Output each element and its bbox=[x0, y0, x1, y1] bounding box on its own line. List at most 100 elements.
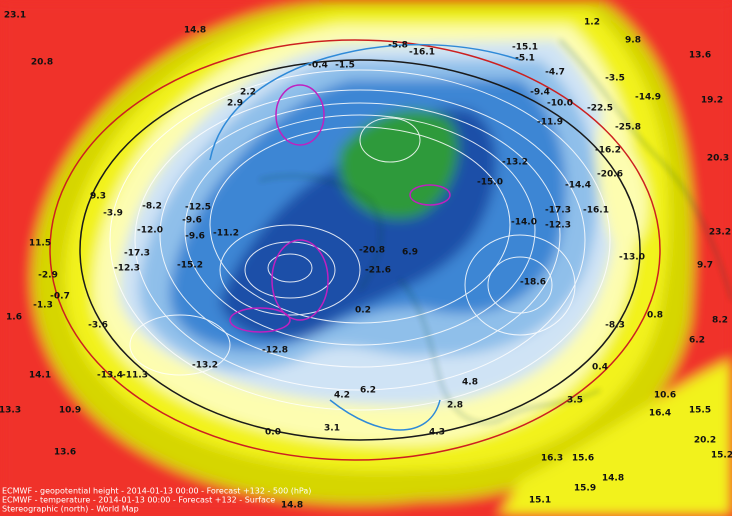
value-label: -8.2 bbox=[142, 202, 162, 212]
value-label: -8.3 bbox=[605, 321, 625, 331]
value-label: 0.0 bbox=[265, 428, 281, 438]
value-label: 1.2 bbox=[584, 18, 600, 28]
value-label: 10.9 bbox=[59, 406, 81, 416]
value-label: -16.1 bbox=[583, 206, 609, 216]
value-label: 23.1 bbox=[4, 11, 26, 21]
value-label: 15.9 bbox=[574, 484, 596, 494]
value-label: 3.1 bbox=[324, 424, 340, 434]
value-label: 14.8 bbox=[602, 474, 624, 484]
value-label: -0.4 bbox=[308, 61, 328, 71]
value-label: -15.0 bbox=[477, 178, 503, 188]
value-label: 4.2 bbox=[334, 391, 350, 401]
value-label: 6.2 bbox=[360, 386, 376, 396]
value-label: 2.8 bbox=[447, 401, 463, 411]
value-label: 20.3 bbox=[707, 154, 729, 164]
footer-line: Stereographic (north) - World Map bbox=[2, 505, 139, 514]
value-label: -14.9 bbox=[635, 93, 661, 103]
value-label: -1.5 bbox=[335, 61, 355, 71]
value-label: 8.2 bbox=[712, 316, 728, 326]
value-label: 9.8 bbox=[625, 36, 641, 46]
value-label: -21.6 bbox=[365, 266, 391, 276]
value-label: -2.9 bbox=[38, 271, 58, 281]
value-label: -9.6 bbox=[182, 216, 202, 226]
value-label: -0.7 bbox=[50, 292, 70, 302]
value-label: -14.0 bbox=[511, 218, 537, 228]
value-label: -11.3 bbox=[122, 371, 148, 381]
value-label: -15.2 bbox=[177, 261, 203, 271]
value-label: -12.3 bbox=[114, 264, 140, 274]
value-label: -12.8 bbox=[262, 346, 288, 356]
value-label: -9.6 bbox=[185, 232, 205, 242]
value-label: 15.6 bbox=[572, 454, 594, 464]
value-label: -22.5 bbox=[587, 104, 613, 114]
value-label: -16.1 bbox=[409, 48, 435, 58]
value-label: -3.6 bbox=[88, 321, 108, 331]
value-label: -12.3 bbox=[545, 221, 571, 231]
value-label: 0.2 bbox=[355, 306, 371, 316]
height-contours bbox=[109, 69, 611, 411]
value-label: 6.2 bbox=[689, 336, 705, 346]
value-label: -12.0 bbox=[137, 226, 163, 236]
value-label: 14.1 bbox=[29, 371, 51, 381]
value-label: 4.8 bbox=[462, 378, 478, 388]
value-label: 1.6 bbox=[6, 313, 22, 323]
value-label: 6.9 bbox=[402, 248, 418, 258]
footer: ECMWF - geopotential height - 2014-01-13… bbox=[2, 487, 311, 514]
highlight-contours bbox=[49, 39, 661, 461]
value-label: 10.6 bbox=[654, 391, 676, 401]
value-label: -15.1 bbox=[512, 43, 538, 53]
value-label: 20.8 bbox=[31, 58, 53, 68]
value-label: -13.4 bbox=[97, 371, 123, 381]
value-label: 9.7 bbox=[697, 261, 713, 271]
value-label: 3.5 bbox=[567, 396, 583, 406]
value-label: -18.6 bbox=[520, 278, 546, 288]
value-label: -13.0 bbox=[619, 253, 645, 263]
footer-line: ECMWF - geopotential height - 2014-01-13… bbox=[2, 487, 311, 496]
value-label: -1.3 bbox=[33, 301, 53, 311]
value-label: 11.5 bbox=[29, 239, 51, 249]
value-label: -4.7 bbox=[545, 68, 565, 78]
value-label: 9.3 bbox=[90, 192, 106, 202]
value-label: 2.2 bbox=[240, 88, 256, 98]
value-label: -13.2 bbox=[192, 361, 218, 371]
value-label: -20.8 bbox=[359, 246, 385, 256]
value-label: 16.3 bbox=[541, 454, 563, 464]
value-label: 0.4 bbox=[592, 363, 608, 373]
value-label: -20.6 bbox=[597, 170, 623, 180]
footer-line: ECMWF - temperature - 2014-01-13 00:00 -… bbox=[2, 496, 275, 505]
value-label: -25.8 bbox=[615, 123, 641, 133]
value-label: -9.4 bbox=[530, 88, 550, 98]
value-label: 23.2 bbox=[709, 228, 731, 238]
value-label: 16.4 bbox=[649, 409, 671, 419]
value-label: 19.2 bbox=[701, 96, 723, 106]
value-label: 20.2 bbox=[694, 436, 716, 446]
value-label: 13.3 bbox=[0, 406, 21, 416]
value-label: -11.9 bbox=[537, 118, 563, 128]
coastlines bbox=[259, 39, 732, 424]
value-label: 2.9 bbox=[227, 99, 243, 109]
value-label: -11.2 bbox=[213, 229, 239, 239]
value-labels: 23.120.814.82.22.9-0.4 -1.5-5.8-16.1 -15.1… bbox=[0, 11, 732, 511]
value-label: 14.8 bbox=[281, 501, 303, 511]
value-label: 13.6 bbox=[54, 448, 76, 458]
value-label: -12.5 bbox=[185, 203, 211, 213]
value-label: -13.2 bbox=[502, 158, 528, 168]
value-label: -5.8 bbox=[388, 41, 408, 51]
value-label: 15.5 bbox=[689, 406, 711, 416]
value-label: 0.8 bbox=[647, 311, 663, 321]
value-label: -16.2 bbox=[595, 146, 621, 156]
value-label: -17.3 bbox=[545, 206, 571, 216]
value-label: -3.9 bbox=[103, 209, 123, 219]
value-label: -5.1 bbox=[515, 54, 535, 64]
value-label: -3.5 bbox=[605, 74, 625, 84]
value-label: 15.2 bbox=[711, 451, 732, 461]
value-label: -14.4 bbox=[565, 181, 591, 191]
value-label: 13.6 bbox=[689, 51, 711, 61]
value-label: 15.1 bbox=[529, 496, 551, 506]
value-label: -10.0 bbox=[547, 99, 573, 109]
value-label: 4.3 bbox=[429, 428, 445, 438]
value-label: -17.3 bbox=[124, 249, 150, 259]
